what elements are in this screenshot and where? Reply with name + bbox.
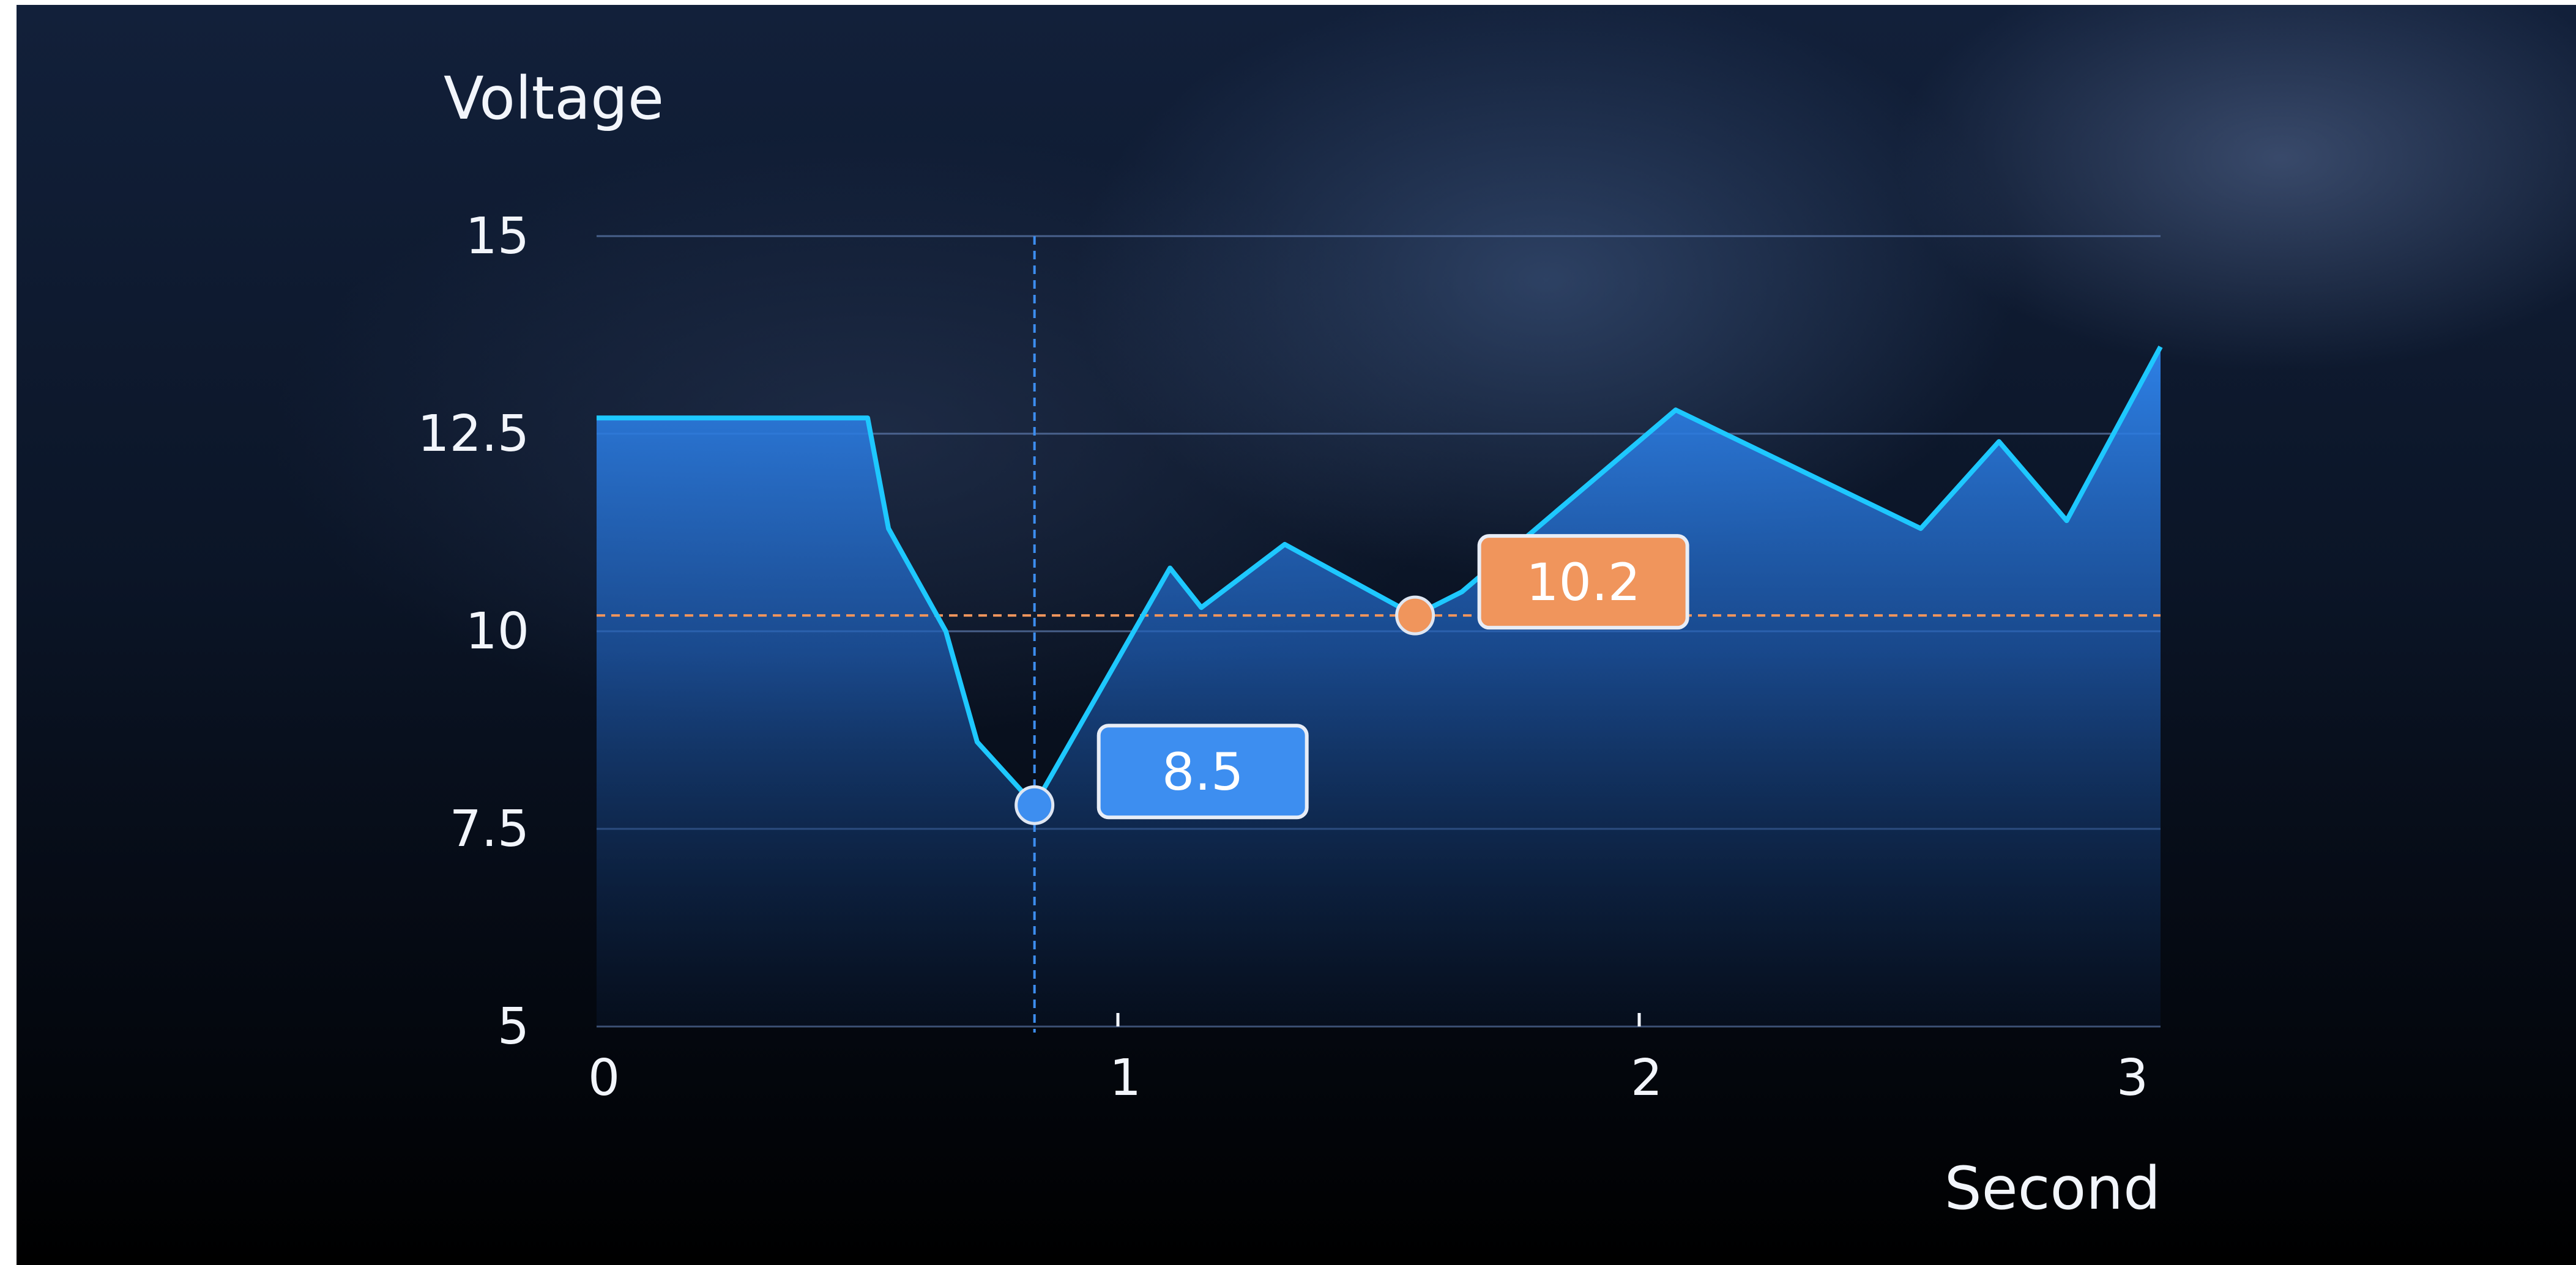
x-tick-label: 3	[2116, 1049, 2148, 1107]
y-tick-label: 15	[466, 207, 529, 265]
x-ticks	[1116, 1013, 1641, 1026]
y-tick-label: 5	[497, 998, 529, 1056]
chart-frame: 15 12.5 10 7.5 5 0 1 2 3 8.5 10.2 Voltage Second	[17, 5, 2576, 1265]
voltage-area	[597, 346, 2161, 1026]
value-callout-box	[1096, 724, 1309, 820]
value-callout-label: 8.5	[1162, 742, 1244, 802]
y-tick-label: 10	[466, 603, 529, 661]
y-axis-title: Voltage	[444, 64, 664, 133]
markers: 8.5 10.2	[1014, 534, 1689, 825]
y-tick-label: 7.5	[450, 800, 529, 858]
value-callout-label: 10.2	[1526, 552, 1640, 612]
x-tick-label: 1	[1109, 1049, 1141, 1107]
x-tick-label: 0	[588, 1049, 620, 1107]
data-point-marker	[1395, 595, 1435, 636]
y-tick-label: 12.5	[417, 405, 529, 463]
voltage-line	[597, 346, 2163, 808]
x-axis-title: Second	[1945, 1154, 2161, 1223]
x-tick-label: 2	[1631, 1049, 1662, 1107]
data-point-marker	[1014, 785, 1055, 825]
tick-labels: 15 12.5 10 7.5 5 0 1 2 3	[417, 207, 2148, 1107]
voltage-chart: 15 12.5 10 7.5 5 0 1 2 3 8.5 10.2 Voltage Second	[417, 64, 2163, 1223]
value-callout-box	[1477, 534, 1689, 630]
